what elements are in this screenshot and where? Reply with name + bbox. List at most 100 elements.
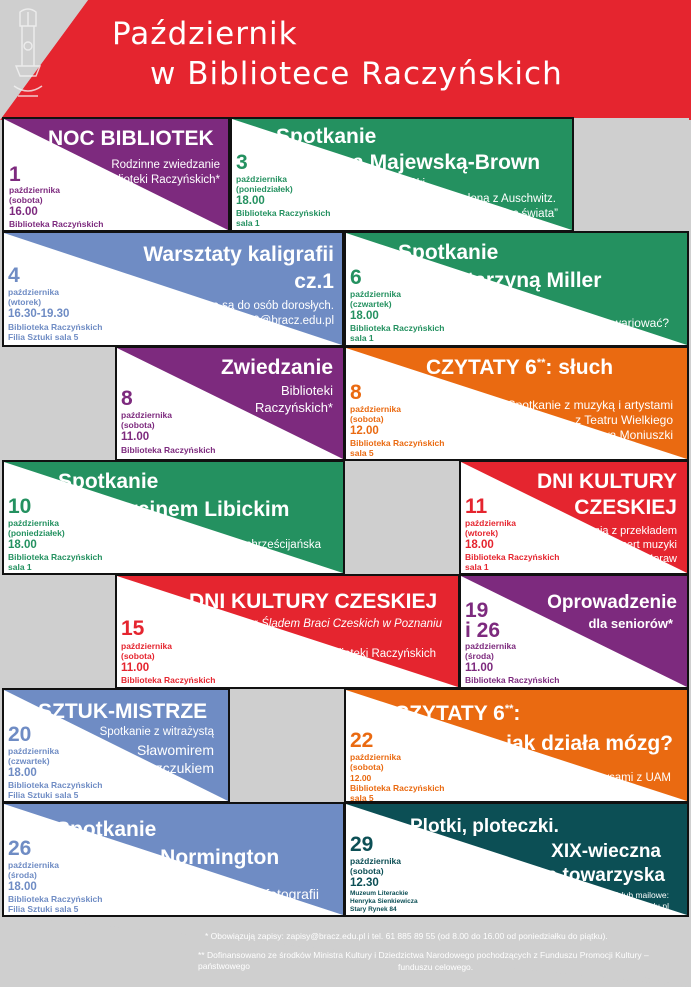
event-desc: Oleszczukiem [126, 760, 214, 776]
event-weekday: (poniedziałek) [236, 184, 293, 194]
event-title: z Niną Majewską-Brown [302, 151, 541, 174]
event-desc: Zbiórka w holu Biblioteki Raczyńskich [244, 648, 436, 660]
event-day: 29 [350, 833, 374, 856]
event-time: 18.00 [350, 310, 379, 322]
event-month: października [8, 518, 60, 528]
event-tile-normington[interactable]: Spotkanie z Martą Normington Strony foto… [2, 802, 345, 917]
library-crest-icon [13, 8, 43, 97]
event-day: i 26 [465, 619, 501, 642]
tile-background [346, 804, 687, 915]
event-place: Biblioteka Raczyńskich [121, 675, 216, 685]
filler-block [2, 346, 115, 459]
event-place: sala 5 [350, 793, 374, 803]
event-weekday: (poniedziałek) [8, 528, 65, 538]
event-month: października [350, 752, 402, 762]
event-time: 18.00 [236, 195, 265, 207]
event-time: 11.00 [121, 431, 150, 443]
event-title: jak działa mózg? [506, 732, 673, 755]
event-tile-plotki[interactable]: Plotki, ploteczki. XIX-wieczna kronika t… [344, 802, 689, 917]
filler-block [574, 118, 689, 231]
event-desc: wokół książki [118, 525, 186, 537]
event-desc: Zapisy telefoniczne 61-852-89-71 lub mai… [493, 890, 669, 900]
event-time: 16.00 [9, 206, 38, 218]
event-desc: wokół książki [358, 178, 426, 190]
event-tile-kaligrafia[interactable]: Warsztaty kaligrafii cz.1 Zajęcia skiero… [2, 231, 344, 347]
event-title: Raczyńskich* [254, 400, 333, 415]
event-desc: im. Stanisława Moniuszki [538, 428, 673, 442]
event-month: października [350, 856, 402, 866]
event-place: Biblioteka Raczyńskich [350, 783, 445, 793]
filler-block [2, 574, 115, 688]
event-day: 6 [350, 266, 362, 289]
event-place: sala 1 [465, 562, 489, 572]
event-day: 8 [121, 387, 133, 410]
event-title: CZYTATY 6**: słuch [426, 356, 614, 379]
event-tile-czytaty-mozg[interactable]: CZYTATY 6**: jak działa mózg? Spotkanie … [344, 688, 689, 803]
event-tile-czytaty-sluch[interactable]: CZYTATY 6**: słuch Spotkanie z muzyką i … [344, 346, 689, 461]
event-time: 18.00 [465, 539, 494, 551]
event-place: Filia Sztuki sala 5 [8, 790, 79, 800]
event-place: Biblioteka Raczyńskich [9, 219, 104, 229]
poster-title-line2: w Bibliotece Raczyńskich [150, 56, 563, 92]
event-month: października [465, 518, 517, 528]
event-month: października [350, 289, 402, 299]
event-weekday: (sobota) [121, 420, 155, 430]
event-tile-dni-kultury-15[interactable]: DNI KULTURY CZESKIEJ Spacer Śladem Braci… [115, 574, 460, 689]
event-month: października [8, 860, 60, 870]
tile-background [4, 462, 343, 573]
event-weekday: (wtorek) [8, 297, 42, 307]
event-place: Biblioteka Raczyńskich [8, 780, 103, 790]
event-title: z Martą Normington [82, 846, 280, 869]
tile-background [117, 576, 458, 687]
filler-block [345, 460, 459, 574]
event-day: 10 [8, 495, 32, 518]
event-title: Spotkanie [398, 241, 499, 264]
event-time: 18.00 [8, 881, 37, 893]
event-day: 3 [236, 151, 248, 174]
event-title: Oprowadzenie [547, 592, 677, 613]
event-title: z Katarzyną Miller [424, 269, 602, 292]
event-time: 18.00 [8, 539, 37, 551]
event-time: 12.00 [350, 425, 379, 437]
event-title: kronika towarzyska [489, 865, 665, 886]
event-month: października [121, 641, 173, 651]
tile-background [232, 119, 572, 230]
event-desc: i koncert muzyki [598, 539, 677, 551]
event-title: CZESKIEJ [574, 496, 677, 519]
event-weekday: (sobota) [9, 195, 43, 205]
event-desc: Pójdę za tobą na koniec świata” [395, 208, 558, 220]
event-desc: pierwszych wieków” [169, 553, 271, 565]
event-tile-zwiedzanie[interactable]: Zwiedzanie Biblioteki Raczyńskich* 8 paź… [115, 346, 345, 461]
event-tile-sztuk-mistrze[interactable]: SZTUK-MISTRZE Spotkanie z witrażystą Sła… [2, 688, 230, 803]
event-month: października [236, 174, 288, 184]
tile-background [346, 348, 687, 459]
event-day: 22 [350, 729, 374, 752]
event-tile-libicki[interactable]: Spotkanie z Marcinem Libickim wokół ksią… [2, 460, 345, 575]
event-desc: Strony fotografii [220, 886, 319, 902]
event-tile-miller[interactable]: Spotkanie z Katarzyną Miller Jak żyć i n… [344, 231, 689, 347]
event-tile-noc-bibliotek[interactable]: NOC BIBLIOTEK Rodzinne zwiedzanie Biblio… [2, 117, 230, 232]
event-day: 4 [8, 264, 20, 287]
tile-background [4, 233, 342, 345]
event-day: 19 [465, 599, 489, 622]
event-title: z Marcinem Libickim [84, 498, 290, 521]
event-place: Biblioteka Raczyńskich [236, 208, 331, 218]
event-month: października [8, 287, 60, 297]
event-desc: rezerwacja.muzeumhs@bracz.edu.pl [529, 901, 669, 911]
event-time: 11.00 [121, 662, 150, 674]
event-time: 18.00 [8, 767, 37, 779]
event-title: NOC BIBLIOTEK [48, 127, 214, 150]
event-weekday: (sobota) [350, 866, 384, 876]
event-time: 12.30 [350, 877, 379, 889]
event-place: Biblioteka Raczyńskich [121, 445, 216, 455]
event-desc: Spotkanie z muzyką i artystami [507, 398, 673, 412]
event-place: Biblioteka Raczyńskich [8, 322, 103, 332]
tile-background [4, 804, 343, 915]
event-place: Filia Sztuki sala 5 [8, 332, 79, 342]
event-tile-dni-kultury-11[interactable]: DNI KULTURY CZESKIEJ Zmagania z przekład… [459, 460, 689, 575]
event-weekday: (sobota) [350, 762, 384, 772]
event-desc: Jak żyć i nie zwariować? [537, 316, 669, 330]
event-tile-majewska[interactable]: Spotkanie z Niną Majewską-Brown wokół ks… [230, 117, 574, 232]
event-weekday: (sobota) [350, 414, 384, 424]
event-tile-seniorzy[interactable]: Oprowadzenie dla seniorów* 19 i 26 paźdz… [459, 574, 689, 689]
